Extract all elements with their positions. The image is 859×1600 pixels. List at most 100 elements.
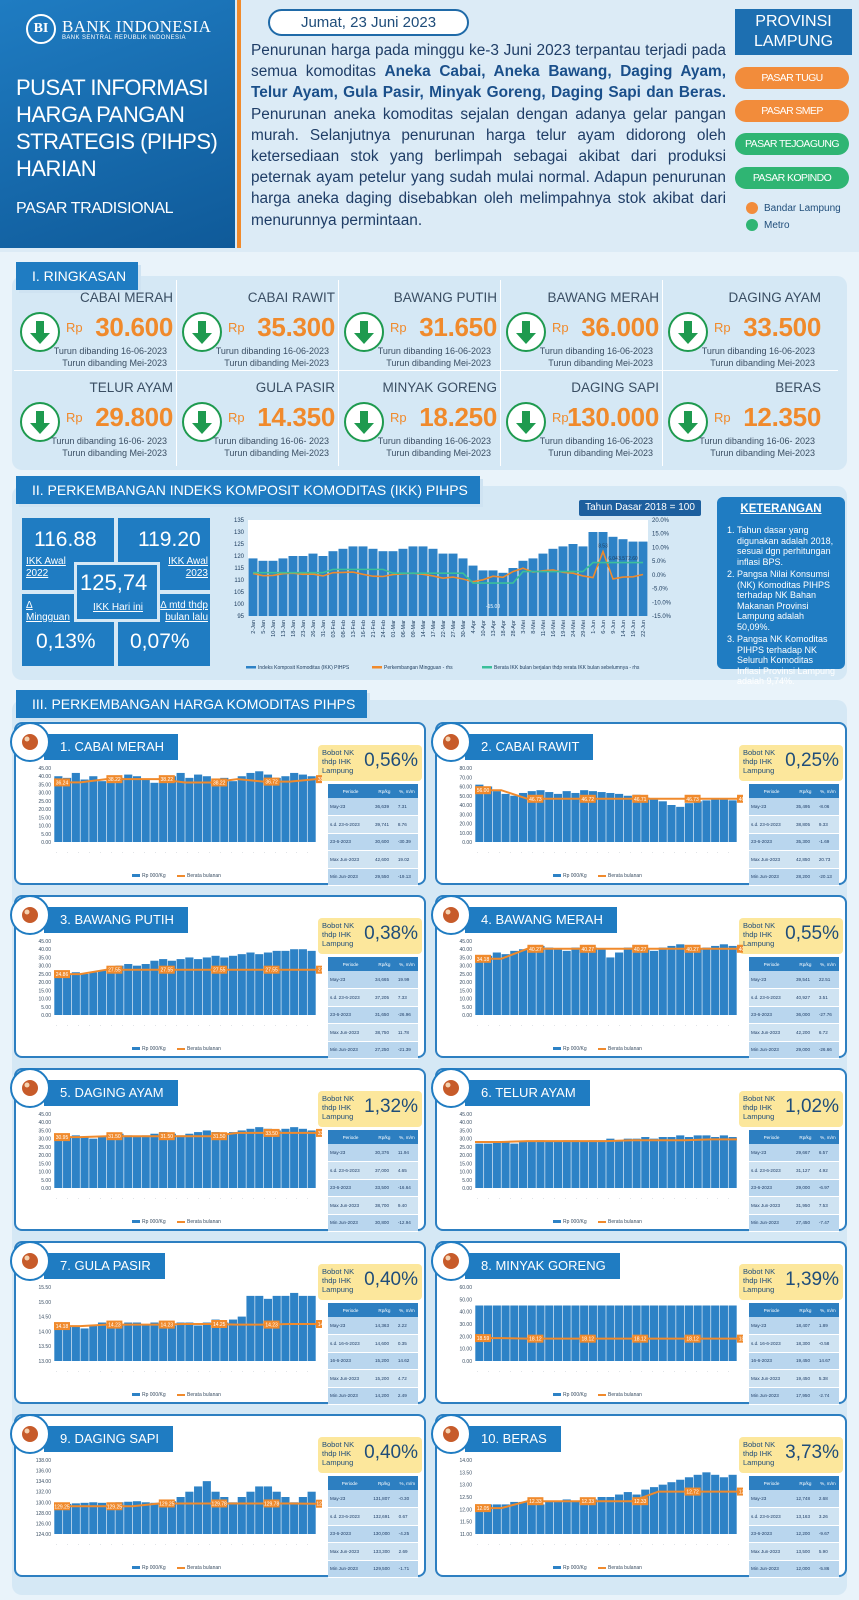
price-bar: [211, 1132, 220, 1188]
price-bar: [615, 952, 624, 1015]
table-cell: 31,127: [793, 1161, 817, 1180]
card-name: TELUR AYAM: [89, 380, 173, 395]
table-header: %, m/m: [816, 957, 839, 971]
ikk-y2-tick: 15.0%: [652, 532, 670, 538]
legend-bar-label: Rp 000/Kg: [563, 1219, 587, 1225]
legend-line-swatch: [598, 1567, 606, 1569]
commodity-chart: 45.00 40.00 35.00 30.00 25.00 20.00 15.00 10.00…: [459, 939, 743, 1052]
x-tick-label: ·: [486, 1371, 491, 1372]
table-cell: Min Jun-2023: [749, 1387, 794, 1405]
price-bar: [290, 772, 299, 842]
x-tick-label: ·: [551, 1371, 556, 1372]
ikk-y-tick: 95: [237, 614, 244, 620]
ikk-bar: [508, 568, 518, 616]
table-cell: May-23: [328, 1490, 372, 1508]
price-bar: [484, 955, 493, 1015]
table-cell: 12,200: [793, 1525, 817, 1543]
table-cell: 11.78: [395, 1023, 418, 1042]
ikk-x-tick: 2-Jan: [251, 620, 257, 634]
avg-label: 38.22: [161, 777, 174, 783]
x-tick-label: ·: [541, 1025, 546, 1026]
commodity-chart: 14.00 13.50 13.00 12.50 12.00 11.50 11.00 12.05…: [459, 1458, 743, 1571]
y-tick-label: 40.00: [459, 1120, 472, 1126]
ikk-bar: [348, 546, 358, 616]
y-tick-label: 0.00: [462, 1186, 472, 1192]
x-tick-label: ·: [54, 1371, 59, 1372]
card-note-month: Turun dibanding Mei-2023: [710, 358, 815, 368]
legend-bar-label: Rp 000/Kg: [142, 1392, 166, 1398]
legend-line-swatch: [177, 1567, 185, 1569]
bank-name: BANK INDONESIA: [62, 16, 212, 36]
table-cell: Max Jun-2023: [328, 1196, 373, 1215]
commodity-chart: 45.00 40.00 35.00 30.00 25.00 20.00 15.00 10.00…: [459, 1112, 737, 1225]
price-bar: [97, 781, 107, 842]
x-tick-label: ·: [76, 1544, 81, 1545]
price-bar: [676, 1479, 685, 1534]
pepper-icon: [431, 722, 471, 762]
ikk-awal-2022-label: IKK Awal 2022: [26, 556, 66, 579]
y-tick-label: 30.00: [38, 964, 51, 970]
y-tick-label: 5.00: [462, 1178, 472, 1184]
table-cell: 19,450: [793, 1352, 817, 1370]
x-tick-label: ·: [196, 1371, 201, 1372]
y-tick-label: 30.00: [459, 1137, 472, 1143]
price-bar: [80, 1328, 89, 1361]
price-bar: [132, 1322, 142, 1361]
ikk-bar: [578, 546, 588, 616]
price-bar: [658, 1305, 667, 1361]
ikk-y2-tick: -15.0%: [652, 614, 672, 620]
x-tick-label: ·: [54, 1544, 59, 1545]
ikk-mingguan: 0,13%: [36, 630, 96, 653]
table-row: Min Jun-2023 27,450 -7.47: [749, 1214, 839, 1232]
table-header: Periode: [328, 1476, 372, 1490]
ikk-x-tick: 27-Mar: [451, 620, 457, 638]
price-bar: [132, 1501, 142, 1534]
table-cell: 37,205: [372, 988, 396, 1007]
x-tick-label: ·: [519, 1198, 524, 1199]
price-bar: [194, 774, 203, 842]
x-tick-label: ·: [704, 1025, 709, 1026]
bobot-label: Bobot NK thdp IHK Lampung: [322, 1094, 355, 1121]
market-pill-tugu[interactable]: PASAR TUGU: [735, 67, 849, 89]
x-tick-label: ·: [486, 1198, 491, 1199]
price-bar: [63, 973, 72, 1015]
table-cell: 40,927: [793, 988, 817, 1007]
market-pill-kopindo[interactable]: PASAR KOPINDO: [735, 167, 849, 189]
commodity-chart: 45.00 40.00 35.00 30.00 25.00 20.00 15.00 10.00…: [38, 939, 322, 1052]
table-row: Max Jun-2023 42,850 20.73: [749, 850, 839, 869]
y-tick-label: 134.00: [36, 1479, 52, 1485]
x-tick-label: ·: [76, 1025, 81, 1026]
avg-label: 12.72: [686, 1490, 699, 1496]
y-tick-label: 0.00: [41, 1186, 51, 1192]
table-cell: 5.90: [816, 1542, 839, 1561]
table-cell: -21.39: [395, 1041, 418, 1059]
price-bar: [492, 1141, 501, 1188]
market-pill-smep[interactable]: PASAR SMEP: [735, 100, 849, 122]
x-tick-label: ·: [87, 852, 92, 853]
y-tick-label: 14.00: [38, 1329, 51, 1335]
ikk-tile-today: [74, 562, 160, 622]
x-tick-label: ·: [251, 1025, 256, 1026]
green-dot-icon: [746, 219, 758, 231]
price-bar: [702, 1135, 711, 1188]
price-bar: [202, 1130, 211, 1188]
x-tick-label: ·: [294, 1544, 299, 1545]
price-bar: [510, 1501, 519, 1534]
ikk-legend-swatch: [372, 666, 382, 669]
market-pill-tejoagung[interactable]: PASAR TEJOAGUNG: [735, 133, 849, 155]
table-cell: May-23: [328, 798, 373, 816]
down-arrow-icon: [668, 402, 708, 442]
price-bar: [71, 972, 80, 1015]
avg-label-bg: [211, 965, 228, 974]
x-tick-label: ·: [682, 1025, 687, 1026]
chart-legend: Rp 000/Kg Berata bulanan: [132, 1219, 221, 1225]
ikk-bar: [268, 560, 278, 616]
x-tick-label: ·: [120, 852, 125, 853]
x-tick-label: ·: [185, 1544, 190, 1545]
price-bar: [176, 1135, 185, 1188]
price-bar: [272, 950, 281, 1015]
y-tick-label: 35.00: [38, 1128, 51, 1134]
ikk-mtd-label: Δ mtd thdp bulan lalu: [160, 600, 208, 623]
chart-legend: Rp 000/Kg Berata bulanan: [553, 1046, 642, 1052]
currency-label: Rp: [714, 410, 731, 425]
